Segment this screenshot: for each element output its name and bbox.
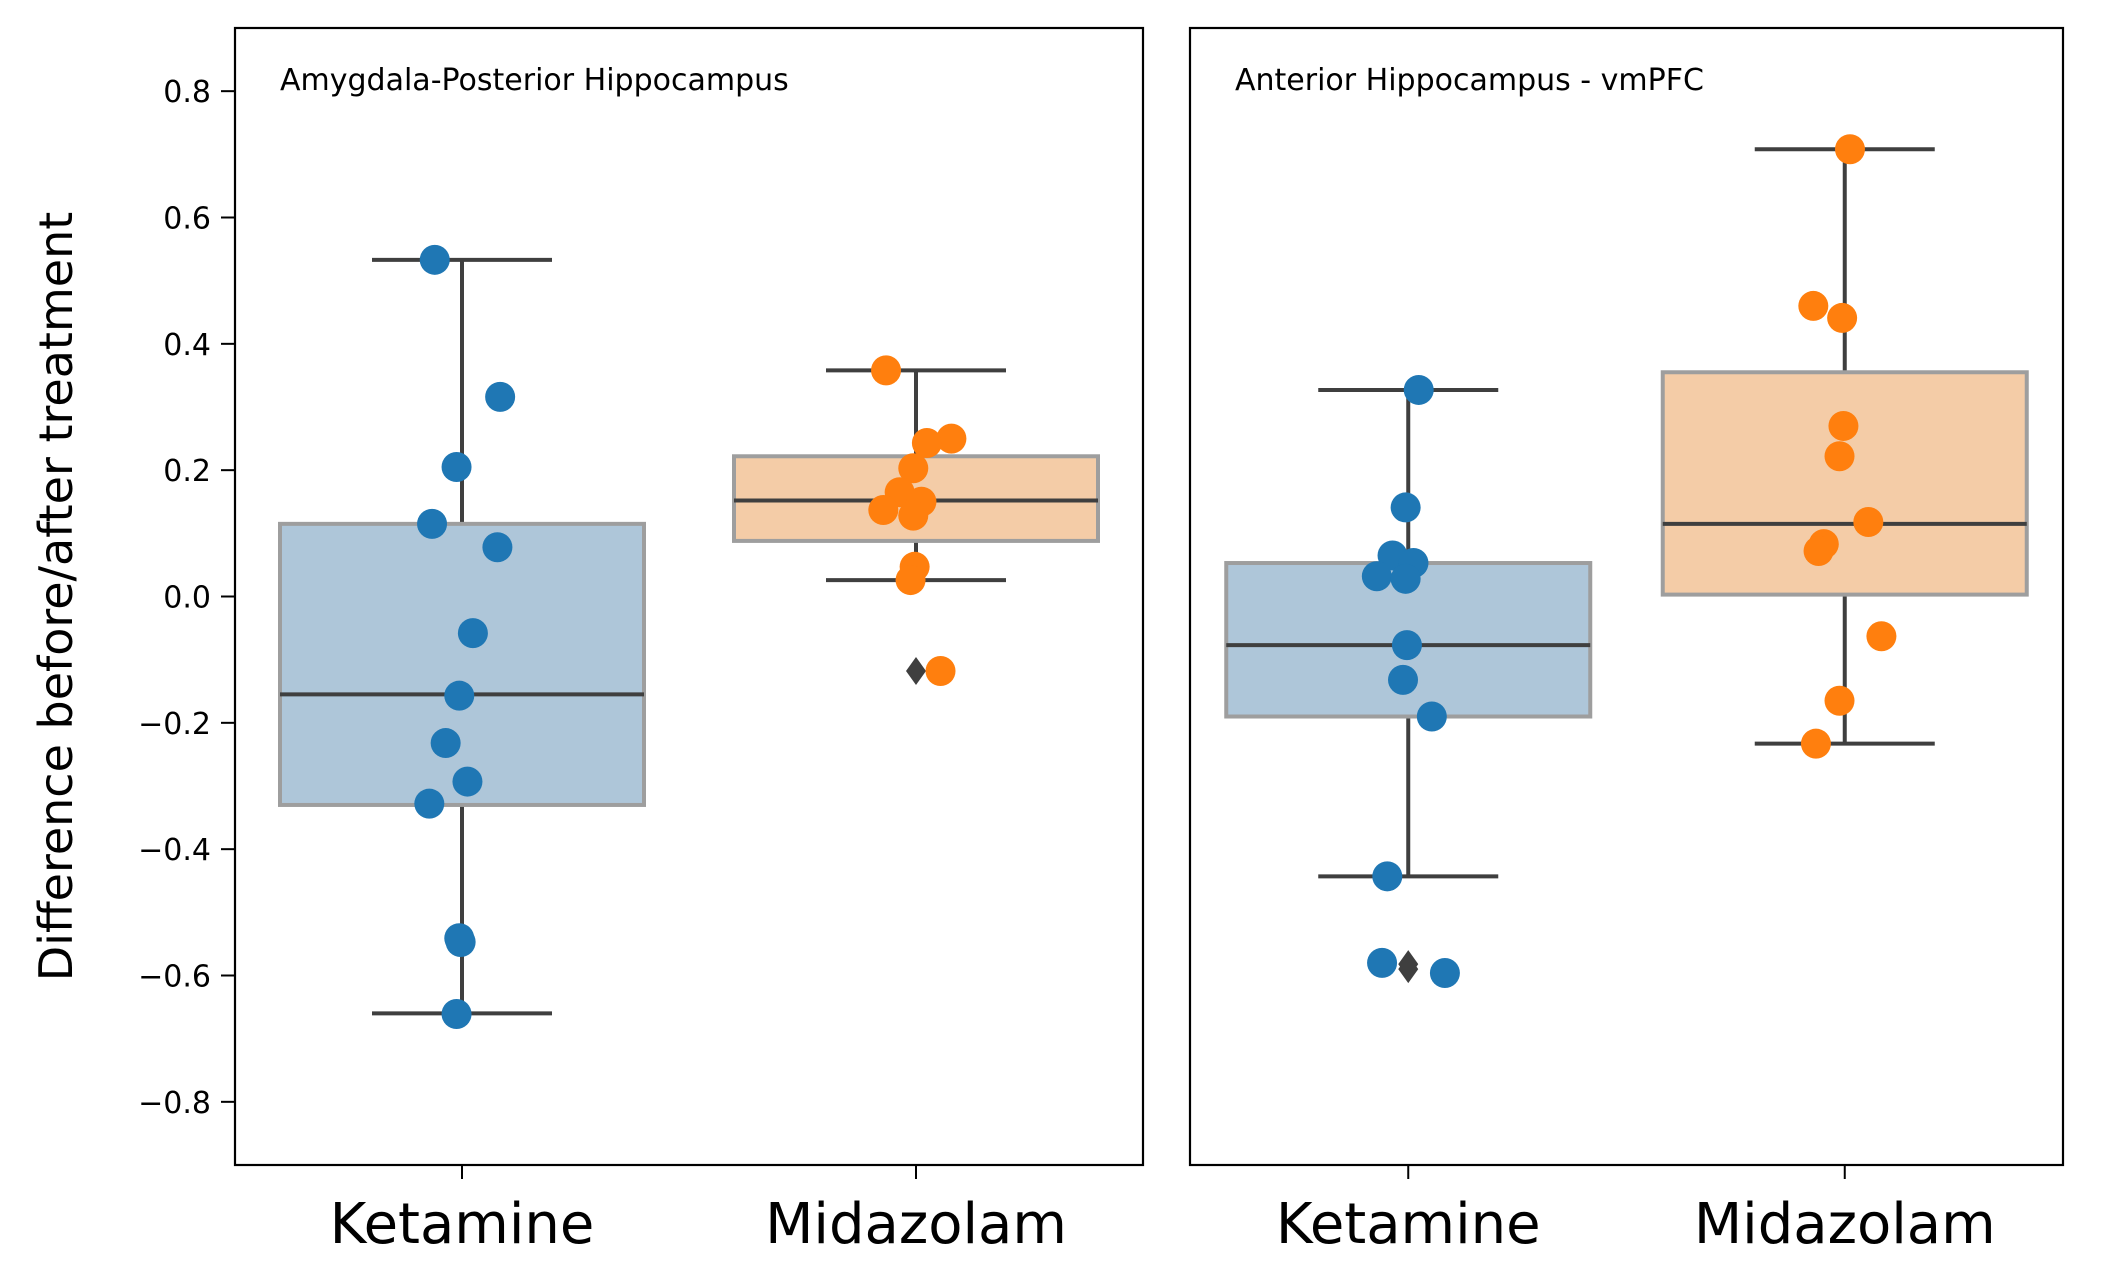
data-point [895, 565, 926, 596]
data-point [1824, 685, 1855, 716]
data-point [1798, 290, 1829, 321]
data-point [430, 728, 461, 759]
y-tick-label: 0.8 [163, 75, 211, 110]
data-point [1824, 441, 1855, 472]
data-point [444, 680, 475, 711]
x-tick-label: Ketamine [330, 1192, 595, 1257]
box-ketamine [278, 521, 646, 807]
x-tick-label: Midazolam [1694, 1192, 1996, 1257]
y-tick-label: 0.4 [163, 328, 211, 363]
outlier-marker [1398, 955, 1419, 984]
data-point [1800, 728, 1831, 759]
data-point [898, 500, 929, 531]
panel-title: Amygdala-Posterior Hippocampus [280, 63, 789, 98]
y-tick-label: 0.0 [163, 581, 211, 616]
panel-amygdala-posterior-hippocampus: Amygdala-Posterior Hippocampus −0.8−0.6−… [138, 26, 1145, 1257]
data-point [936, 423, 967, 454]
box-midazolam [1660, 370, 2029, 597]
data-point [868, 494, 899, 525]
data-point [445, 927, 476, 958]
data-point [1372, 861, 1403, 892]
x-tick-label: Ketamine [1276, 1192, 1541, 1257]
data-point [1866, 621, 1897, 652]
y-tick-label: −0.2 [138, 707, 211, 742]
data-point [1834, 134, 1865, 165]
y-tick-label: −0.8 [138, 1086, 211, 1121]
data-point [1827, 302, 1858, 333]
data-point [419, 244, 450, 275]
data-point [441, 999, 472, 1030]
data-point [898, 453, 929, 484]
data-point [417, 508, 448, 539]
data-point [1803, 536, 1834, 567]
chart-marks: Ketamine Midazolam [1224, 134, 2029, 1257]
data-point [457, 618, 488, 649]
y-tick-label: 0.6 [163, 202, 211, 237]
y-tick-label: −0.6 [138, 960, 211, 995]
data-point [1853, 506, 1884, 537]
data-point [441, 452, 472, 483]
data-point [414, 788, 445, 819]
data-point [482, 532, 513, 563]
data-point [1367, 947, 1398, 978]
data-point [1390, 492, 1421, 523]
data-point [1828, 410, 1859, 441]
data-point [452, 766, 483, 797]
data-point [1388, 664, 1419, 695]
outlier-marker [906, 657, 926, 686]
data-point [485, 381, 516, 412]
data-point [1429, 957, 1460, 988]
y-tick-label: −0.4 [138, 833, 211, 868]
data-point [1361, 561, 1392, 592]
y-tick-label: 0.2 [163, 454, 211, 489]
x-tick-label: Midazolam [765, 1192, 1067, 1257]
data-point [925, 656, 956, 687]
y-axis-label: Difference before/after treatment [29, 212, 83, 982]
data-point [871, 355, 902, 386]
data-point [1403, 374, 1434, 405]
data-point [1391, 630, 1422, 661]
chart-marks: −0.8 −0.6 −0.4 −0.2 0.0 0.2 0.4 0.6 0.8 Ketamine M… [138, 75, 1100, 1257]
plot-frame [1188, 26, 2065, 1167]
data-point [911, 428, 942, 459]
data-point [1390, 563, 1421, 594]
data-point [1416, 701, 1447, 732]
panel-title: Anterior Hippocampus - vmPFC [1235, 63, 1704, 98]
panel-anterior-hippocampus-vmpfc: Anterior Hippocampus - vmPFC Ketamine Mid… [1188, 26, 2065, 1257]
